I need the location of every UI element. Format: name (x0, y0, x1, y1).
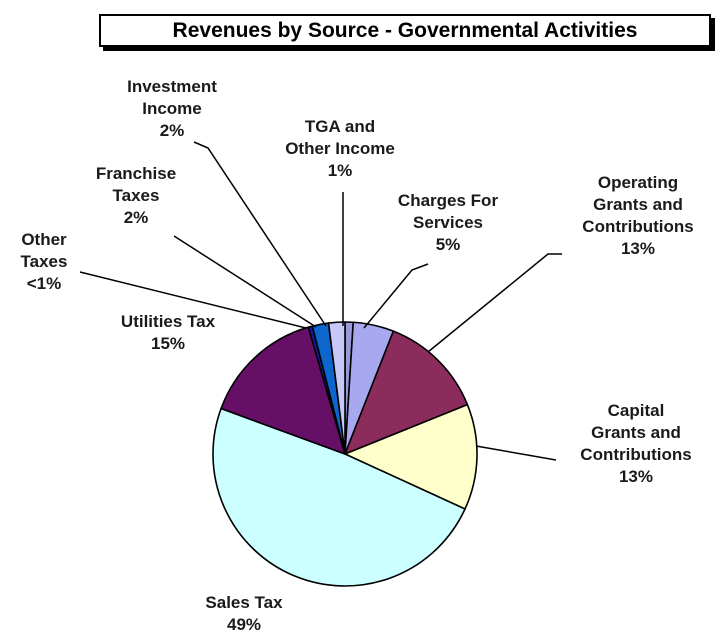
slice-label-investment: Investment Income 2% (127, 77, 217, 140)
slice-label-franchise: Franchise Taxes 2% (95, 164, 177, 227)
slice-label-utilities: Utilities Tax 15% (120, 312, 216, 353)
pie-slice-capgrants (344, 403, 478, 510)
pie-slice-opgrants (344, 330, 469, 455)
slice-label-tga: TGA and Other Income 1% (285, 117, 395, 180)
pie-slice-investment (327, 321, 346, 455)
pie-slice-sales (212, 407, 466, 587)
leader-line-opgrants (427, 253, 562, 353)
slice-label-charges: Charges For Services 5% (397, 191, 499, 254)
slice-label-opgrants: Operating Grants and Contributions 13% (582, 173, 694, 258)
slice-label-sales: Sales Tax 49% (205, 593, 283, 634)
leader-line-charges (363, 263, 429, 329)
slice-label-capgrants: Capital Grants and Contributions 13% (580, 401, 692, 486)
chart-title: Revenues by Source - Governmental Activi… (99, 14, 711, 47)
slice-label-othertax: Other Taxes <1% (20, 230, 68, 293)
leader-line-investment (193, 141, 327, 327)
leader-line-capgrants (475, 445, 557, 461)
pie-slice-utilities (220, 326, 346, 455)
leader-line-othertax (79, 271, 307, 329)
leader-line-franchise (173, 235, 317, 328)
